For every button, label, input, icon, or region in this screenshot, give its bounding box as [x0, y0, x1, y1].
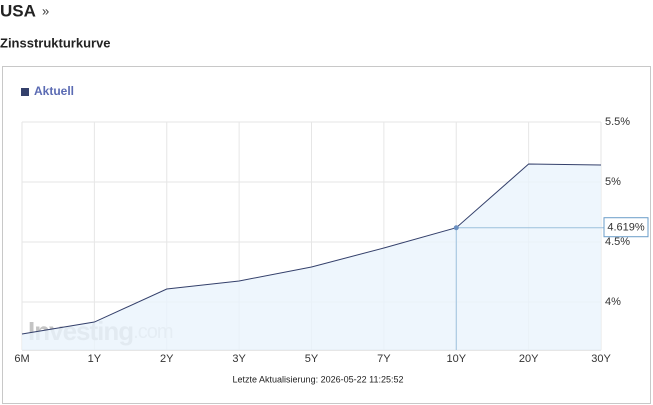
x-tick-label: 30Y [591, 353, 611, 365]
x-tick-label: 7Y [377, 353, 391, 365]
y-tick-label: 5% [605, 176, 621, 188]
x-tick-label: 20Y [519, 353, 539, 365]
page-title[interactable]: USA [0, 1, 36, 20]
title-link[interactable]: » [42, 3, 49, 18]
hover-point [453, 225, 459, 231]
value-label: 4.619% [607, 222, 645, 234]
y-tick-label: 5.5% [605, 116, 630, 128]
footer: Letzte Aktualisierung: 2026-05-22 11:25:… [233, 374, 404, 384]
legend-swatch [21, 88, 29, 96]
x-tick-label: 5Y [305, 353, 319, 365]
x-tick-label: 10Y [446, 353, 466, 365]
x-tick-label: 2Y [160, 353, 174, 365]
legend-label: Aktuell [34, 84, 74, 98]
section-title: Zinsstrukturkurve [0, 35, 111, 50]
value-label-box [603, 217, 649, 238]
y-tick-label: 4.5% [605, 236, 630, 248]
x-tick-label: 1Y [88, 353, 102, 365]
x-tick-label: 6M [14, 353, 29, 365]
x-tick-label: 3Y [232, 353, 246, 365]
line [21, 163, 602, 335]
y-tick-label: 4% [605, 296, 621, 308]
